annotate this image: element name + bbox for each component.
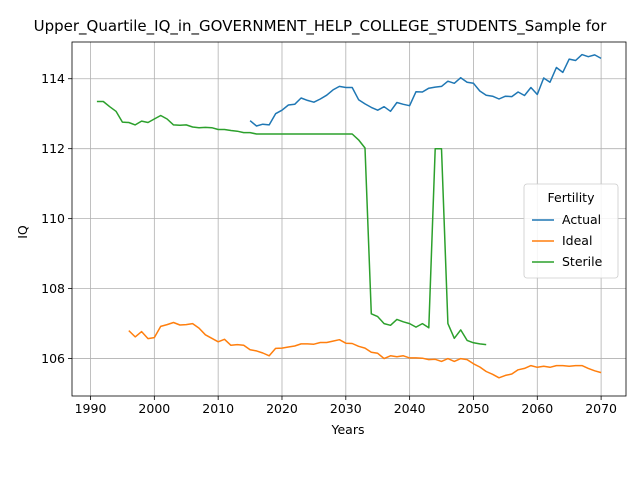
series-line-actual — [249, 53, 602, 127]
y-tick-label: 108 — [41, 281, 65, 296]
series-line-sterile — [96, 100, 487, 346]
series-line-ideal — [128, 321, 602, 379]
x-tick-label: 2000 — [138, 401, 170, 416]
chart-title: Upper_Quartile_IQ_in_GOVERNMENT_HELP_COL… — [34, 17, 608, 36]
legend-label-actual: Actual — [562, 212, 601, 227]
x-axis: 1990 2000 2010 2020 2030 2040 2050 2060 2070 — [75, 396, 617, 416]
x-tick-label: 2030 — [330, 401, 362, 416]
y-axis: 106 108 110 112 114 — [41, 71, 72, 366]
y-tick-label: 112 — [41, 141, 65, 156]
x-tick-label: 2010 — [202, 401, 234, 416]
legend: Fertility Actual Ideal Sterile — [523, 183, 619, 279]
legend-box — [523, 183, 619, 279]
x-tick-label: 2040 — [394, 401, 426, 416]
grid-lines — [72, 42, 626, 396]
legend-label-ideal: Ideal — [562, 233, 592, 248]
y-axis-label: IQ — [15, 225, 30, 239]
x-tick-label: 2060 — [521, 401, 553, 416]
x-tick-label: 2050 — [458, 401, 490, 416]
x-tick-label: 2020 — [266, 401, 298, 416]
y-tick-label: 106 — [41, 351, 65, 366]
series-layer — [96, 53, 602, 379]
legend-title: Fertility — [548, 190, 596, 205]
x-tick-label: 2070 — [585, 401, 617, 416]
x-axis-label: Years — [331, 422, 365, 437]
legend-label-sterile: Sterile — [562, 254, 603, 269]
y-tick-label: 110 — [41, 211, 65, 226]
y-tick-label: 114 — [41, 71, 65, 86]
x-tick-label: 1990 — [75, 401, 107, 416]
